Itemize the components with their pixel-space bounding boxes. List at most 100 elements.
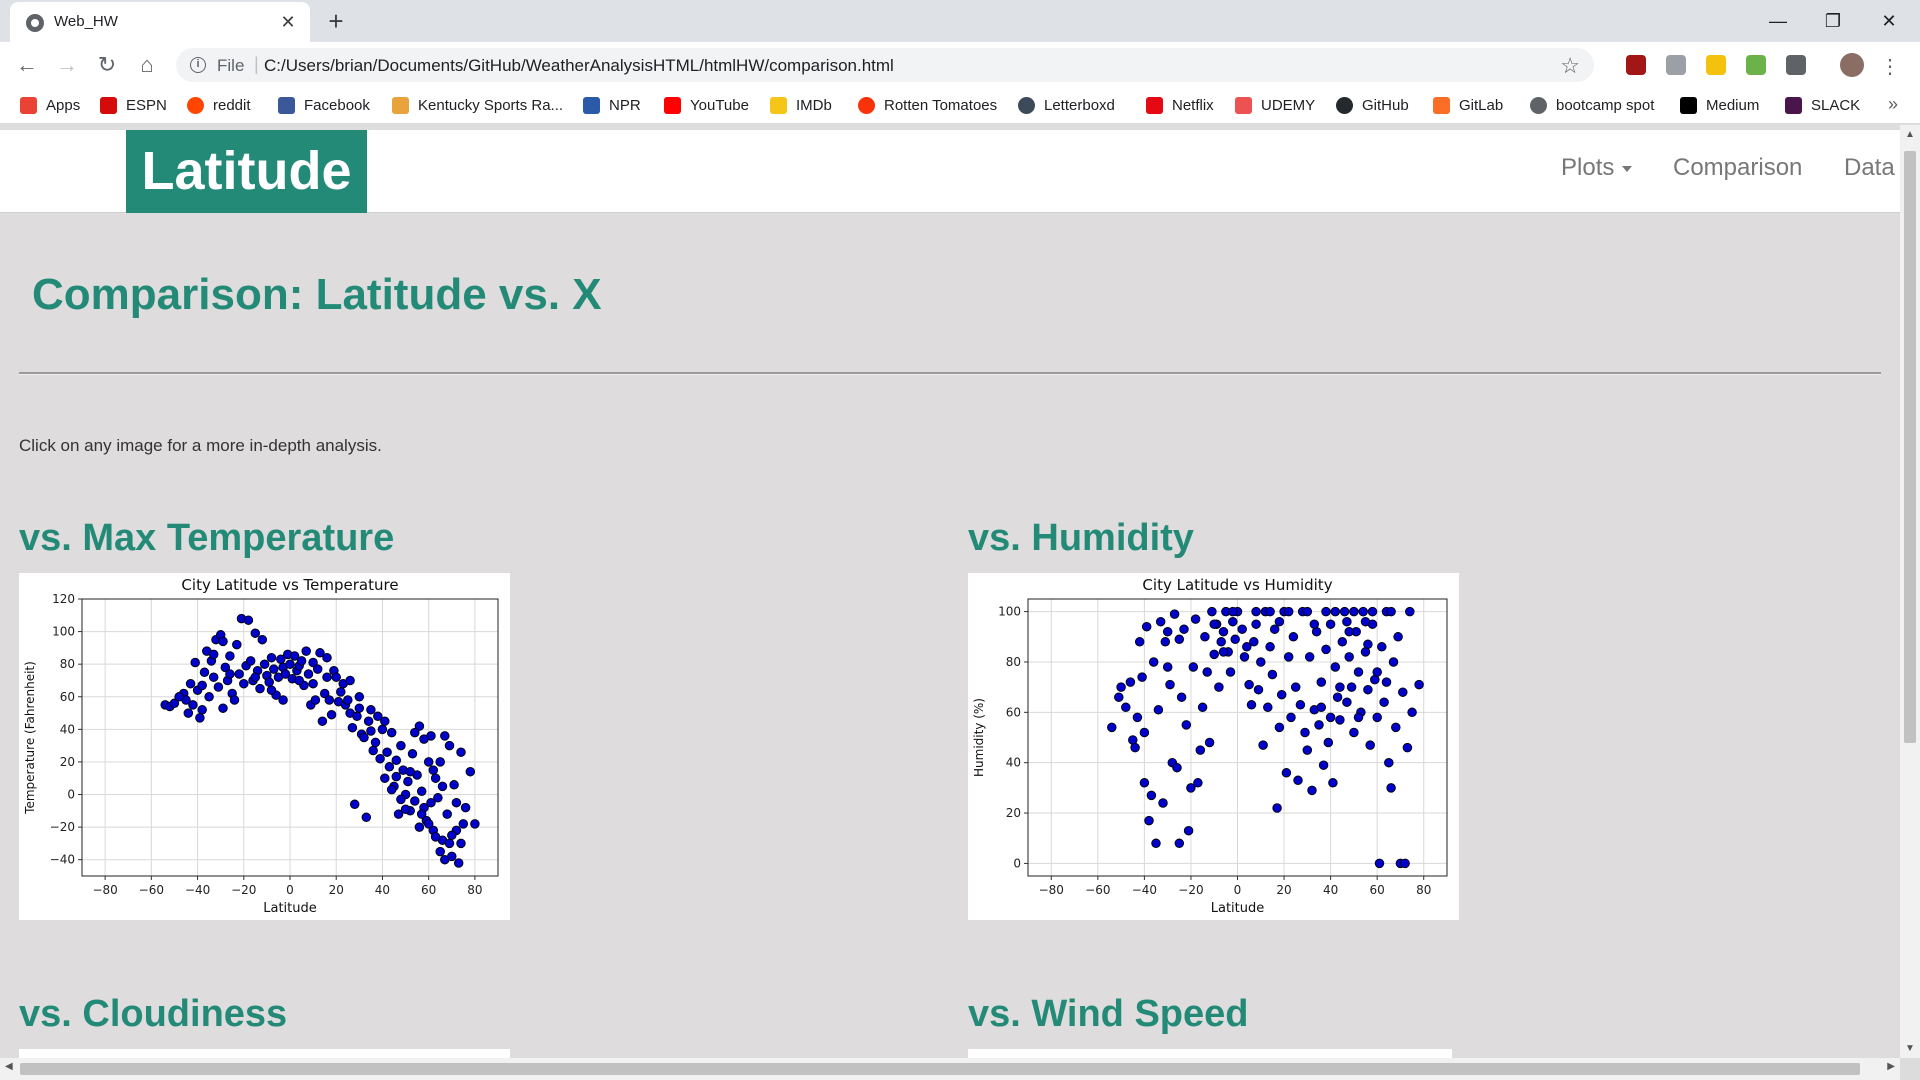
scatter-point: [1304, 652, 1315, 662]
bookmark-item[interactable]: NPR: [583, 94, 641, 116]
scatter-point: [373, 711, 383, 722]
scroll-left-arrow-icon[interactable]: ◀: [5, 1061, 13, 1072]
close-tab-icon[interactable]: ✕: [280, 12, 296, 32]
scatter-point: [458, 819, 469, 829]
scatter-point: [382, 747, 392, 757]
info-icon[interactable]: i: [190, 57, 206, 73]
site-brand[interactable]: Latitude: [126, 130, 367, 213]
scroll-right-arrow-icon[interactable]: ▶: [1887, 1061, 1895, 1072]
yellow-extension-icon[interactable]: [1706, 55, 1726, 75]
bookmark-item[interactable]: bootcamp spot: [1530, 94, 1654, 116]
reddit-icon: [187, 96, 204, 114]
home-icon[interactable]: ⌂: [140, 52, 154, 77]
new-tab-button[interactable]: +: [328, 6, 344, 36]
horizontal-scrollbar[interactable]: ◀ ▶: [0, 1058, 1900, 1080]
x-tick-label: 0: [1234, 883, 1242, 897]
scatter-point: [1379, 697, 1389, 707]
bookmark-item[interactable]: GitHub: [1336, 94, 1409, 116]
reload-icon[interactable]: ↻: [97, 52, 117, 77]
bookmark-star-icon[interactable]: ☆: [1560, 53, 1580, 78]
bookmark-item[interactable]: YouTube: [664, 94, 749, 116]
vertical-scrollbar[interactable]: ▲ ▼: [1900, 125, 1920, 1058]
bookmark-item[interactable]: GitLab: [1433, 94, 1503, 116]
scatter-point: [322, 672, 332, 682]
scatter-point: [331, 672, 341, 682]
tab-title: Web_HW: [54, 13, 118, 30]
scatter-point: [1367, 606, 1378, 617]
address-bar[interactable]: i File | C:/Users/brian/Documents/GitHub…: [176, 48, 1594, 82]
scatter-point: [426, 797, 436, 808]
cloudiness-plot-card[interactable]: [19, 1049, 510, 1058]
nav-plots-dropdown[interactable]: Plots: [1561, 154, 1633, 182]
cors-extension-icon[interactable]: [1746, 55, 1766, 75]
scatter-point: [204, 692, 214, 702]
scroll-down-arrow-icon[interactable]: ▼: [1905, 1043, 1915, 1054]
x-tick-label: 60: [421, 883, 436, 897]
scatter-point: [1335, 682, 1345, 692]
bookmarks-overflow-button[interactable]: »: [1887, 94, 1898, 114]
scatter-point: [347, 722, 358, 733]
scatter-point: [1307, 785, 1317, 796]
scatter-point: [322, 652, 332, 663]
scroll-up-arrow-icon[interactable]: ▲: [1905, 129, 1915, 140]
netflix-icon: [1146, 96, 1163, 114]
bookmark-item[interactable]: IMDb: [770, 94, 832, 116]
bookmark-item[interactable]: Kentucky Sports Ra...: [392, 94, 563, 116]
scatter-point: [294, 675, 304, 686]
scatter-point: [1121, 702, 1131, 713]
letterboxd-icon: [1018, 96, 1035, 114]
bookmark-item[interactable]: UDEMY: [1235, 94, 1315, 116]
browser-tab[interactable]: Web_HW ✕: [10, 2, 310, 42]
humidity-plot-card[interactable]: −80 −60 −40 −20 0 20 40 60 80 100 80 60 40 20 0 City La…: [968, 573, 1459, 920]
io-extension-icon[interactable]: [1786, 55, 1806, 75]
bookmark-item[interactable]: Letterboxd: [1018, 94, 1115, 116]
scatter-point: [1162, 626, 1173, 637]
nav-comparison[interactable]: Comparison: [1673, 154, 1803, 181]
scatter-point: [1377, 642, 1387, 652]
scatter-point: [197, 705, 207, 715]
scatter-point: [403, 776, 413, 787]
scatter-point: [174, 692, 184, 702]
scatter-point: [169, 698, 180, 709]
x-tick-label: −60: [139, 883, 164, 897]
scatter-point: [1384, 757, 1394, 768]
scatter-point: [1169, 609, 1180, 619]
menu-kebab-icon[interactable]: ⋮: [1880, 56, 1900, 78]
nav-data[interactable]: Data: [1844, 154, 1895, 181]
bookmark-item[interactable]: Rotten Tomatoes: [858, 94, 997, 116]
scatter-point: [1158, 798, 1168, 808]
profile-avatar-icon[interactable]: [1840, 53, 1864, 77]
minimize-button[interactable]: —: [1769, 11, 1787, 31]
scatter-point: [1251, 619, 1261, 629]
ublock-icon[interactable]: [1626, 55, 1646, 75]
bookmark-item[interactable]: Netflix: [1146, 94, 1214, 116]
forward-arrow-icon[interactable]: →: [56, 52, 78, 77]
scatter-point: [366, 726, 376, 736]
restore-button[interactable]: ❐: [1824, 11, 1842, 31]
horizontal-scroll-thumb[interactable]: [20, 1063, 1860, 1075]
youtube-icon: [664, 96, 681, 114]
scatter-point: [308, 678, 318, 689]
bookmark-item[interactable]: ESPN: [100, 94, 167, 116]
bookmark-item[interactable]: Apps: [20, 94, 80, 116]
scatter-point: [375, 753, 385, 764]
rotten-tomatoes-icon: [858, 96, 875, 114]
grid-lines: [82, 598, 498, 876]
scatter-point: [1302, 745, 1313, 755]
bookmark-item[interactable]: reddit: [187, 94, 251, 116]
scatter-point: [188, 700, 198, 710]
close-window-button[interactable]: ✕: [1881, 11, 1897, 31]
extension-circle-icon[interactable]: [1666, 55, 1686, 75]
vertical-scroll-thumb[interactable]: [1904, 151, 1916, 743]
bookmark-label: GitLab: [1459, 96, 1504, 114]
bookmark-label: Letterboxd: [1044, 96, 1115, 114]
scatter-point: [1186, 783, 1196, 793]
bookmark-item[interactable]: Facebook: [278, 94, 370, 116]
back-arrow-icon[interactable]: ←: [16, 52, 38, 77]
scatter-point: [456, 838, 466, 849]
bookmark-item[interactable]: SLACK: [1785, 94, 1860, 116]
url-text[interactable]: C:/Users/brian/Documents/GitHub/WeatherA…: [264, 56, 894, 75]
temperature-plot-card[interactable]: −80 −60 −40 −20 0 20 40 60 80 120 100 80 60 40 20 0 −20 −…: [19, 573, 510, 920]
bookmark-item[interactable]: Medium: [1680, 94, 1759, 116]
wind-speed-plot-card[interactable]: [968, 1049, 1452, 1058]
